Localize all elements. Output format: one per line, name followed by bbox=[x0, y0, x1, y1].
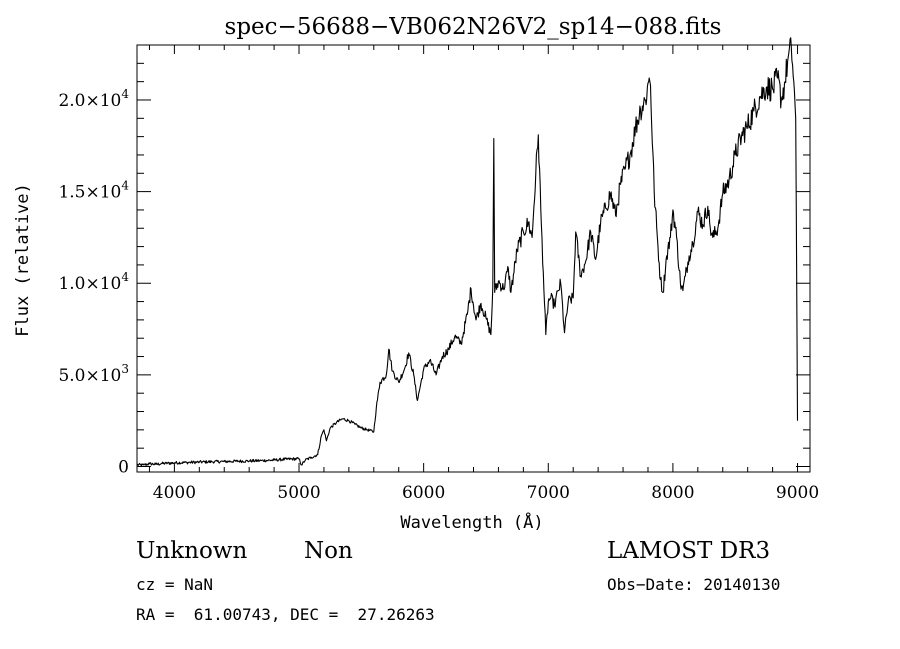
y-axis-label-group: Flux (relative) bbox=[13, 183, 33, 337]
x-tick-label: 5000 bbox=[277, 483, 320, 503]
y-tick-label: 5.0×103 bbox=[58, 362, 129, 386]
x-tick-label: 9000 bbox=[776, 483, 819, 503]
x-tick-label: 8000 bbox=[651, 483, 694, 503]
y-axis-ticks: 0 5.0×103 1.0×104 1.5×104 2.0×104 bbox=[58, 62, 810, 478]
x-tick-label: 7000 bbox=[527, 483, 570, 503]
coordinates-label: RA = 61.00743, DEC = 27.26263 bbox=[136, 605, 435, 624]
x-axis-ticks: 4000 5000 6000 7000 8000 9000 bbox=[148, 45, 819, 503]
y-tick-label: 0 bbox=[118, 458, 129, 478]
subclass-label: Non bbox=[304, 538, 353, 564]
y-tick-label: 2.0×104 bbox=[58, 87, 129, 111]
survey-label: LAMOST DR3 bbox=[607, 538, 771, 564]
y-axis-label: Flux (relative) bbox=[13, 183, 33, 337]
obs-date-label: Obs−Date: 20140130 bbox=[607, 575, 781, 594]
y-tick-label: 1.5×104 bbox=[58, 179, 129, 203]
x-axis-label: Wavelength (Å) bbox=[400, 511, 543, 533]
x-tick-label: 6000 bbox=[402, 483, 445, 503]
spectrum-line bbox=[136, 37, 799, 467]
y-tick-label: 1.0×104 bbox=[58, 270, 129, 294]
chart-title: spec−56688−VB062N26V2_sp14−088.fits bbox=[225, 14, 722, 40]
x-tick-label: 4000 bbox=[153, 483, 196, 503]
redshift-label: cz = NaN bbox=[136, 575, 214, 594]
plot-frame bbox=[136, 44, 811, 473]
object-class-label: Unknown bbox=[136, 538, 248, 564]
